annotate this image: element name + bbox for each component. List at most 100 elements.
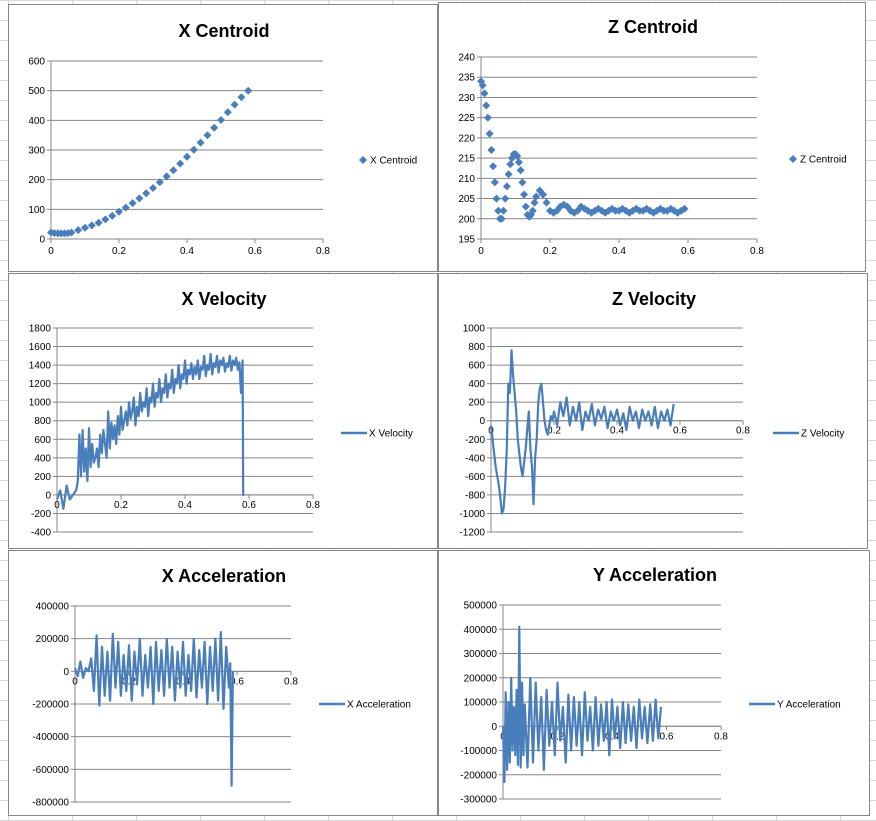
y-tick-label: 400000 [36, 602, 70, 613]
chart-y-acceleration[interactable]: Y Acceleration -300000 -200000 -100000 0 1000… [438, 550, 870, 816]
y-tick-label: -600 [465, 472, 485, 483]
series-line [55, 352, 245, 510]
y-tick-label: 200 [468, 398, 485, 409]
data-point [121, 203, 130, 212]
data-point [94, 218, 103, 227]
data-point [149, 184, 157, 192]
data-point [532, 192, 541, 201]
x-tick-label: 0.4 [605, 731, 619, 742]
data-point [108, 211, 117, 220]
x-tick-label: 0.6 [242, 500, 256, 511]
x-tick-label: 0.2 [114, 500, 128, 511]
legend-label: Z Centroid [800, 155, 847, 166]
chart-title: Y Acceleration [593, 565, 717, 585]
data-point [176, 159, 185, 168]
chart-svg: X Acceleration -800000 -600000 -400000 -2000… [32, 566, 411, 809]
data-point [504, 170, 513, 179]
data-point [87, 221, 96, 230]
x-tick-label: 0.2 [551, 731, 565, 742]
data-point [621, 206, 630, 215]
x-tick-label: 0.2 [547, 426, 561, 437]
data-point [542, 198, 551, 207]
data-point [135, 194, 144, 203]
data-point [237, 93, 246, 102]
y-tick-label: 1800 [29, 324, 52, 335]
data-point [521, 202, 530, 211]
y-tick-label: 1000 [463, 324, 486, 335]
data-point [601, 208, 610, 217]
data-point [230, 100, 239, 109]
x-tick-label: 0.8 [736, 426, 750, 437]
x-tick-label: 0.8 [714, 731, 728, 742]
chart-svg: Z Velocity -1200 -1000 -800 -600 -400 -200 0 200… [459, 289, 844, 539]
y-tick-label: 0 [63, 667, 69, 678]
y-tick-label: 1600 [29, 342, 52, 353]
y-tick-label: -400 [465, 453, 485, 464]
x-tick-label: 0.6 [230, 676, 244, 687]
x-tick-label: 0.8 [316, 246, 330, 257]
data-point [480, 89, 489, 98]
series-line [73, 630, 234, 787]
y-tick-label: 300 [28, 146, 45, 157]
y-tick-label: 100 [28, 205, 45, 216]
chart-title: Z Velocity [612, 289, 696, 309]
data-point [189, 145, 198, 154]
y-tick-label: 1400 [29, 361, 52, 372]
data-point [492, 194, 501, 203]
y-tick-label: -400 [31, 528, 51, 539]
data-point [101, 215, 110, 224]
chart-x-velocity[interactable]: X Velocity -400 -200 0 200 400 600 800 1000 1200 1… [8, 273, 438, 549]
chart-x-acceleration[interactable]: X Acceleration -800000 -600000 -400000 -2000… [8, 550, 438, 816]
y-tick-label: -200000 [32, 700, 69, 711]
y-tick-label: 200 [28, 175, 45, 186]
data-point [478, 81, 487, 90]
legend: Z Velocity [773, 429, 844, 440]
chart-title: Z Centroid [608, 17, 698, 37]
data-point [490, 178, 499, 187]
chart-title: X Velocity [181, 289, 266, 309]
data-point [482, 101, 491, 110]
x-tick-label: 0.4 [612, 246, 626, 257]
legend-label: Y Acceleration [777, 700, 841, 711]
x-tick-label: 0.8 [284, 676, 298, 687]
data-point [680, 204, 689, 213]
y-tick-label: -1000 [459, 509, 485, 520]
chart-x-centroid[interactable]: X Centroid 0 100 200 300 400 500 600 0 0.2 0.4 0.6 0… [8, 4, 438, 272]
legend-label: X Velocity [369, 429, 413, 440]
x-tick-label: 0.6 [673, 426, 687, 437]
y-tick-label: 600 [28, 57, 45, 68]
x-tick-label: 0 [48, 246, 54, 257]
data-point [570, 208, 579, 217]
data-point [552, 206, 561, 215]
data-point [485, 129, 494, 138]
data-point [483, 113, 492, 122]
chart-svg: Y Acceleration -300000 -200000 -100000 0 1000… [460, 565, 841, 806]
data-point [670, 206, 679, 215]
chart-title: X Centroid [178, 21, 269, 41]
data-point [514, 158, 523, 167]
chart-svg: Z Centroid 195 200 205 210 215 220 225 230 235 240… [458, 17, 847, 257]
data-point [142, 189, 151, 198]
y-tick-label: -1200 [459, 528, 485, 539]
chart-z-velocity[interactable]: Z Velocity -1200 -1000 -800 -600 -400 -200 0 200… [438, 273, 868, 549]
legend: X Velocity [341, 429, 413, 440]
sheet-row-line [0, 0, 876, 1]
data-point [518, 178, 527, 187]
y-tick-label: -400000 [32, 732, 69, 743]
chart-svg: X Velocity-400-2000200400600800100012001… [29, 289, 413, 539]
y-tick-label: 215 [458, 154, 475, 165]
data-point [520, 190, 529, 199]
series-line [501, 625, 663, 784]
chart-title: X Acceleration [162, 566, 286, 586]
data-point [587, 208, 596, 217]
y-tick-label: -200000 [460, 770, 497, 781]
legend: Z Centroid [789, 155, 847, 166]
y-tick-label: 200 [34, 472, 51, 483]
chart-z-centroid[interactable]: Z Centroid 195 200 205 210 215 220 225 230 235 240… [438, 2, 866, 272]
data-point [506, 160, 515, 169]
data-point [183, 152, 191, 161]
x-tick-label: 0 [72, 676, 78, 687]
data-point [74, 226, 83, 235]
x-tick-label: 0.2 [543, 246, 557, 257]
